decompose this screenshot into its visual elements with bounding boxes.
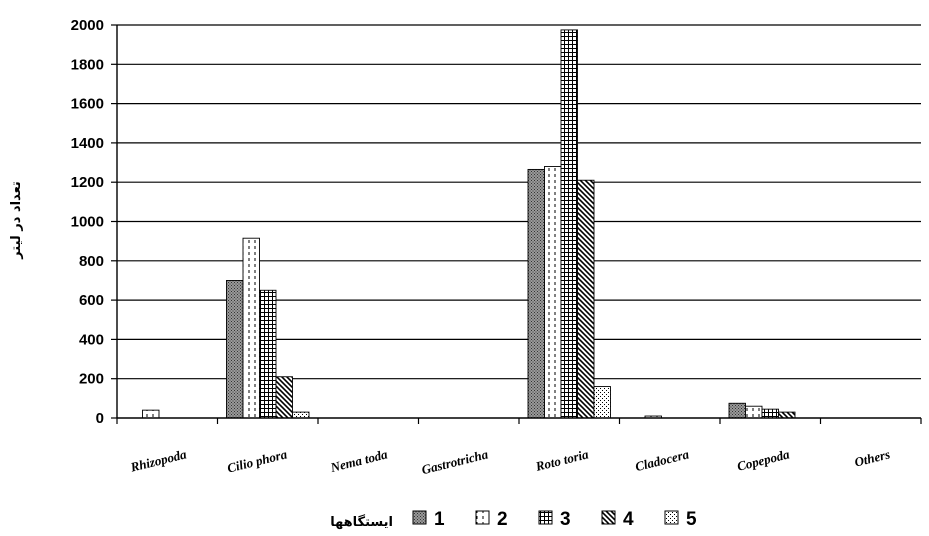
x-tick-label: Others [853,446,892,469]
x-tick-label: Rhizopoda [128,446,188,475]
legend-swatch [601,510,616,525]
x-tick-label: Cladocera [634,446,691,474]
y-tick-label: 1000 [71,214,104,231]
y-tick-label: 2000 [71,17,104,34]
bar [242,237,260,419]
x-tick-label: Copepoda [735,446,791,474]
y-tick-label: 200 [79,371,104,388]
legend-swatch [664,510,679,525]
y-tick-labels: 0 200 400 600 800 1000 1200 1400 1600 1800 2000 [71,17,104,427]
legend-label: 5 [686,509,697,530]
legend-label: 4 [623,509,634,530]
bar [593,386,611,419]
x-tick-label: Gastrotricha [420,446,490,477]
legend-label: 3 [560,509,571,530]
y-tick-label: 1800 [71,56,104,73]
y-tick-label: 0 [96,410,104,427]
legend-swatch [538,510,553,525]
legend-title: ایستگاهها [330,514,393,530]
bar [259,289,277,419]
bar [728,402,746,419]
axes [111,24,922,424]
y-tick-label: 600 [79,292,104,309]
x-tick-label: Roto toria [533,446,590,474]
bar [226,280,244,419]
bar [560,29,578,419]
x-tick-label: Cilio phora [226,446,289,475]
x-tick-label: Nema toda [328,446,389,475]
legend-label: 1 [434,509,445,530]
bar [527,168,545,419]
y-tick-label: 1200 [71,174,104,191]
bar [275,376,293,419]
bar [544,166,562,419]
legend-swatch [412,510,427,525]
bar [778,411,796,419]
bars [142,29,796,419]
bar [142,409,160,419]
legend: ایستگاهها 1 2 3 4 5 [330,509,697,530]
y-tick-label: 400 [79,331,104,348]
bar [577,179,595,419]
bar [761,408,779,419]
y-tick-label: 1600 [71,96,104,113]
y-tick-label: 1400 [71,135,104,152]
bar [292,411,310,419]
y-tick-label: 800 [79,253,104,270]
y-axis-title: تعداد در لیتر [9,181,24,260]
legend-swatch [475,510,490,525]
x-tick-labels: Rhizopoda Cilio phora Nema toda Gastrotrich… [128,446,891,477]
legend-label: 2 [497,509,508,530]
bar [745,405,763,419]
